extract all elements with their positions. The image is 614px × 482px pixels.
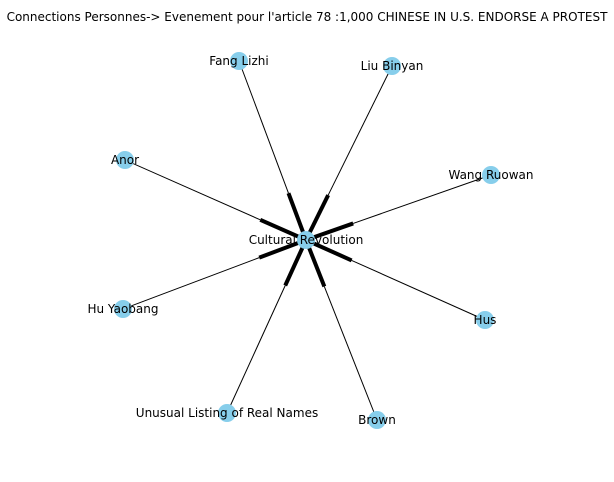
node-hu-yaobang[interactable] (114, 300, 132, 318)
nodes-layer (114, 52, 500, 429)
node-label-fang-lizhi: Fang Lizhi (209, 54, 268, 68)
node-label-wang-ruowan: Wang Ruowan (448, 168, 533, 182)
node-wang-ruowan[interactable] (482, 166, 500, 184)
node-fang-lizhi[interactable] (230, 52, 248, 70)
node-liu-binyan[interactable] (383, 57, 401, 75)
labels-layer: Cultural Revolution Fang Lizhi Liu Binyan A… (87, 54, 533, 427)
node-brown[interactable] (368, 411, 386, 429)
node-label-hu-yaobang: Hu Yaobang (87, 302, 158, 316)
edge-liu-binyan (327, 65, 393, 196)
node-label-unusual-listing: Unusual Listing of Real Names (136, 406, 318, 420)
edge-anor (124, 159, 261, 221)
edge-hus (351, 259, 486, 321)
edge-hu-yaobang (122, 257, 260, 310)
node-unusual-listing[interactable] (218, 404, 236, 422)
node-cultural-revolution[interactable] (297, 231, 315, 249)
edge-unusual-listing (226, 285, 286, 414)
node-label-hus: Hus (474, 313, 497, 327)
node-label-liu-binyan: Liu Binyan (361, 59, 424, 73)
edge-brown (323, 286, 378, 421)
node-label-brown: Brown (358, 413, 396, 427)
node-label-anor: Anor (111, 153, 139, 167)
node-label-cultural-revolution: Cultural Revolution (249, 233, 364, 247)
graph-title: Connections Personnes-> Evenement pour l… (6, 10, 608, 24)
node-anor[interactable] (116, 151, 134, 169)
node-hus[interactable] (476, 311, 494, 329)
edge-wang-ruowan (353, 174, 492, 224)
edge-fang-lizhi (238, 60, 289, 194)
